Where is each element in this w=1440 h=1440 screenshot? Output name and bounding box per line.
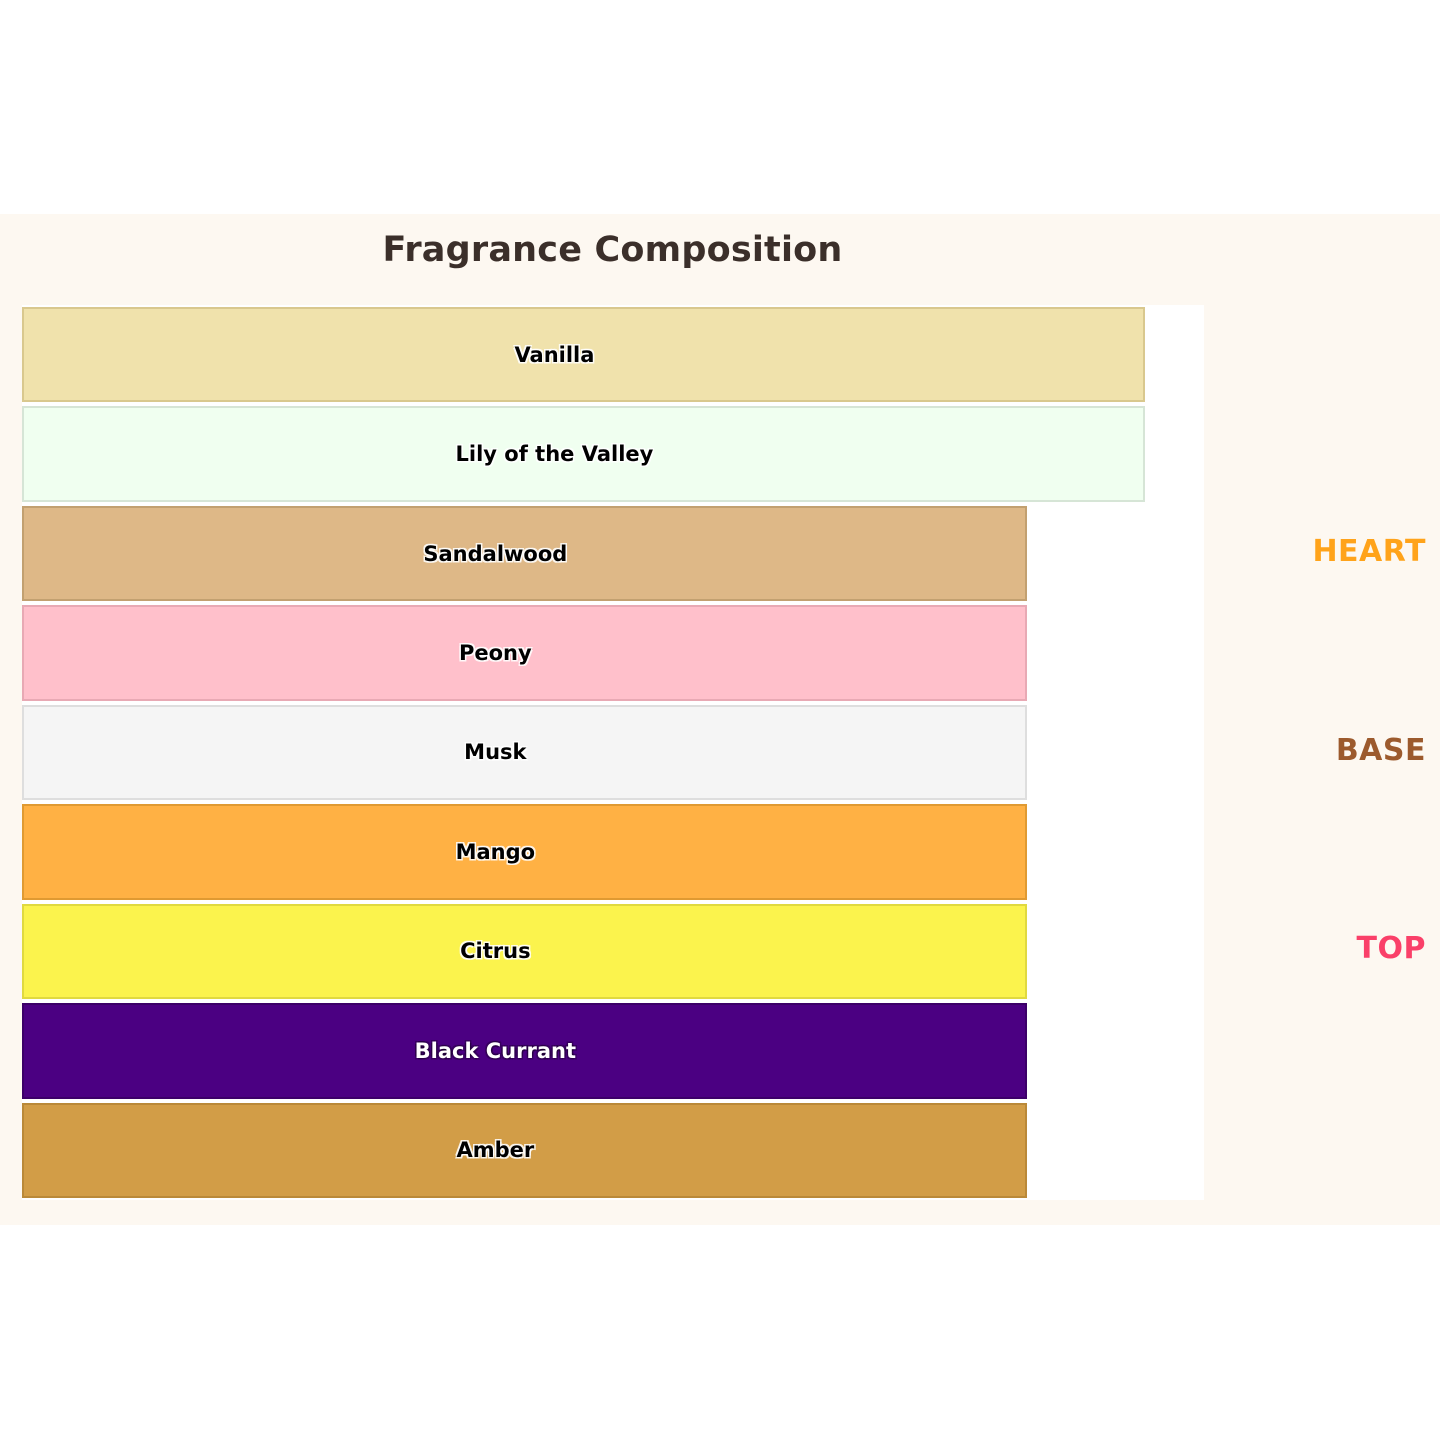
stage-label-top: TOP: [1356, 931, 1426, 967]
bar-label: Musk: [464, 740, 527, 765]
bar-amber[interactable]: Amber: [22, 1102, 1027, 1198]
fragrance-composition-figure: Fragrance Composition Vanilla Lily of the…: [0, 214, 1440, 1225]
bar-peony[interactable]: Peony: [22, 605, 1027, 701]
bar-lily-of-the-valley[interactable]: Lily of the Valley: [22, 406, 1145, 502]
bar-sandalwood[interactable]: Sandalwood: [22, 505, 1027, 602]
bar-vanilla[interactable]: Vanilla: [22, 307, 1145, 403]
bar-musk[interactable]: Musk: [22, 704, 1027, 801]
stage-label-heart: HEART: [1312, 533, 1426, 569]
bar-mango[interactable]: Mango: [22, 804, 1027, 900]
bar-label: Amber: [456, 1138, 535, 1163]
bar-label: Sandalwood: [423, 541, 568, 566]
bar-label: Mango: [455, 839, 536, 864]
bar-label: Black Currant: [414, 1038, 577, 1063]
bar-citrus[interactable]: Citrus: [22, 903, 1027, 1000]
bar-black-currant[interactable]: Black Currant: [22, 1003, 1027, 1099]
bar-label: Lily of the Valley: [455, 442, 654, 467]
bar-series: Vanilla Lily of the Valley Sandalwood Peony…: [22, 305, 1204, 1200]
chart-title: Fragrance Composition: [382, 230, 843, 270]
stage-label-base: BASE: [1335, 732, 1426, 768]
bar-label: Citrus: [460, 939, 531, 964]
bar-label: Peony: [458, 641, 532, 666]
bar-label: Vanilla: [514, 342, 595, 367]
